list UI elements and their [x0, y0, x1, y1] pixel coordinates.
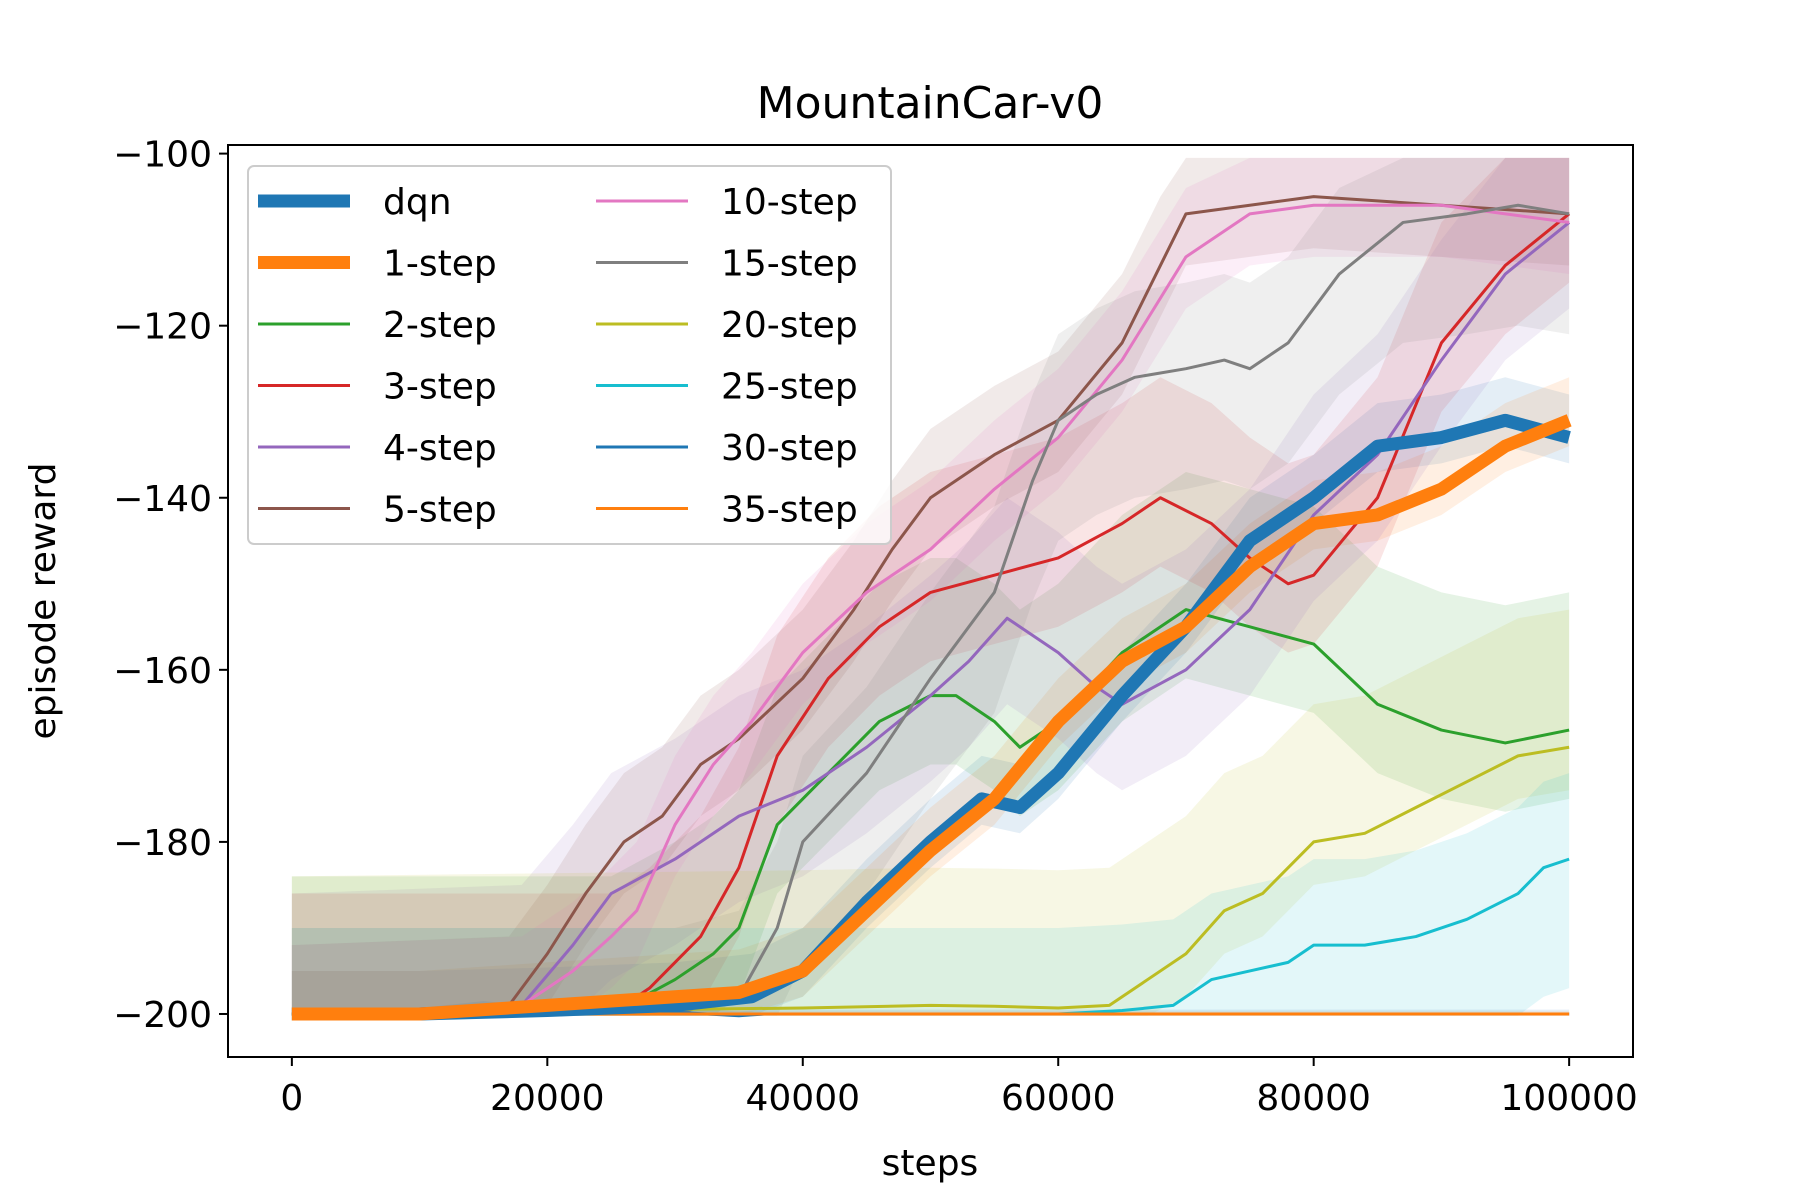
x-tick-label: 80000: [1256, 1078, 1371, 1119]
band-10-step: [291, 157, 1570, 1016]
x-axis-ticks: 0 20000 40000 60000 80000 100000: [280, 1057, 1638, 1119]
y-tick-label: −200: [113, 995, 212, 1036]
x-tick-label: 0: [280, 1078, 303, 1119]
band-5-step: [291, 157, 1570, 1016]
band-20-step: [291, 609, 1570, 1016]
legend-label-dqn: dqn: [383, 182, 452, 223]
x-axis-label: steps: [882, 1143, 979, 1184]
legend-label-30-step: 30-step: [721, 428, 858, 469]
band-3-step: [291, 157, 1570, 1016]
series-line-5-step: [291, 195, 1570, 1016]
y-tick-label: −160: [113, 651, 212, 692]
x-tick-label: 100000: [1500, 1078, 1637, 1119]
legend-label-20-step: 20-step: [721, 305, 858, 346]
series-line-4-step: [291, 221, 1571, 1016]
legend-box: [247, 165, 892, 545]
band-15-step: [291, 157, 1570, 1016]
series-line-dqn: [291, 413, 1571, 1021]
legend: dqn 1-step 2-step 3-step 4-step 5-step 10-step…: [247, 165, 892, 545]
legend-label-1-step: 1-step: [383, 244, 497, 285]
series-line-15-step: [291, 203, 1570, 1016]
series-lines: [291, 195, 1572, 1021]
band-4-step: [291, 157, 1570, 1016]
plot-frame: [227, 144, 1634, 1058]
y-tick-label: −180: [113, 823, 212, 864]
legend-label-2-step: 2-step: [383, 305, 497, 346]
legend-label-35-step: 35-step: [721, 490, 858, 531]
legend-label-3-step: 3-step: [383, 367, 497, 408]
legend-label-10-step: 10-step: [721, 182, 858, 223]
series-line-2-step: [291, 608, 1570, 1016]
x-tick-label: 20000: [490, 1078, 605, 1119]
series-line-20-step: [291, 745, 1570, 1016]
y-axis-label: episode reward: [23, 463, 64, 740]
x-tick-label: 40000: [746, 1078, 861, 1119]
series-line-25-step: [291, 857, 1570, 1016]
band-25-step: [291, 773, 1570, 1016]
y-tick-label: −120: [113, 307, 212, 348]
series-line-10-step: [291, 203, 1570, 1016]
chart-title: MountainCar-v0: [757, 78, 1104, 129]
legend-label-5-step: 5-step: [383, 490, 497, 531]
x-tick-label: 60000: [1001, 1078, 1116, 1119]
y-tick-label: −100: [113, 135, 212, 176]
legend-label-15-step: 15-step: [721, 244, 858, 285]
y-axis-ticks: −200 −180 −160 −140 −120 −100: [113, 135, 228, 1036]
y-tick-label: −140: [113, 479, 212, 520]
legend-label-4-step: 4-step: [383, 428, 497, 469]
legend-label-25-step: 25-step: [721, 367, 858, 408]
series-line-1-step: [291, 414, 1572, 1021]
